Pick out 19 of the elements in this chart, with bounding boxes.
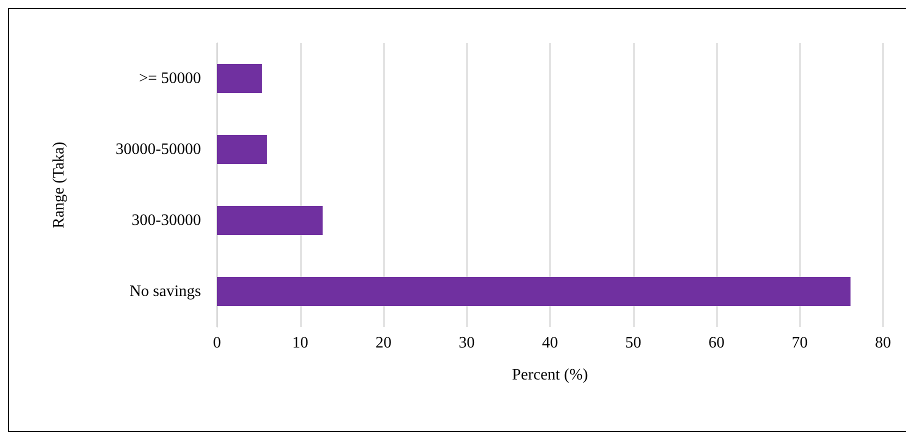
x-tick-label: 20	[376, 334, 392, 352]
y-tick-label: No savings	[129, 283, 201, 300]
bar	[217, 135, 267, 164]
x-tick-label: 0	[213, 334, 221, 352]
x-tick-label: 10	[292, 334, 308, 352]
y-tick-label: 30000-50000	[116, 141, 201, 158]
bar	[217, 277, 851, 306]
x-tick-label: 70	[792, 334, 808, 352]
y-tick-label: 300-30000	[132, 212, 201, 229]
x-tick-label: 40	[542, 334, 558, 352]
x-tick-label: 60	[708, 334, 724, 352]
y-axis-title: Range (Taka)	[50, 142, 68, 228]
x-tick-label: 50	[625, 334, 642, 352]
x-tick-label: 80	[875, 334, 891, 352]
bar	[217, 206, 323, 235]
x-tick-label: 30	[458, 334, 475, 352]
bar	[217, 64, 262, 93]
y-tick-label: >= 50000	[138, 70, 201, 87]
x-axis-title: Percent (%)	[512, 366, 588, 384]
